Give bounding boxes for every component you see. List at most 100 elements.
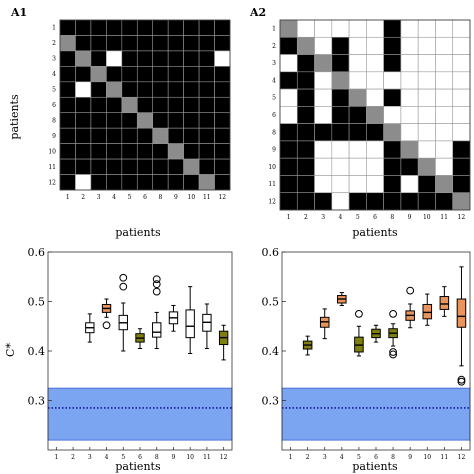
heatmap-a2-cell-3-1: [279, 54, 298, 73]
heatmap-a1-ytick-4: 4: [52, 71, 56, 78]
heatmap-a1-ylabel: patients: [8, 94, 21, 140]
heatmap-a2-cell-1-12: [452, 19, 471, 38]
heatmap-a2-cell-12-11: [435, 192, 454, 211]
heatmap-a2-ytick-5: 5: [272, 95, 276, 102]
heatmap-a1-cell-3-8: [152, 50, 169, 67]
heatmap-a2-cell-9-11: [435, 140, 454, 159]
heatmap-a1-cell-9-3: [90, 127, 107, 144]
heatmap-a2-cell-5-10: [417, 88, 436, 107]
boxplot-right-box-12-iqr: [456, 298, 467, 328]
boxplot-right-box-2: [302, 335, 313, 356]
heatmap-a1-cell-3-11: [198, 50, 215, 67]
heatmap-a2-xtick-1: 1: [287, 214, 291, 221]
heatmap-a1-cell-4-9: [167, 66, 184, 83]
heatmap-a2-cell-9-2: [296, 140, 315, 159]
boxplot-left-box-8-iqr: [152, 322, 162, 338]
heatmap-a1-cell-3-10: [183, 50, 200, 67]
heatmap-a2-cell-11-4: [331, 175, 350, 194]
heatmap-a2-xtick-10: 10: [423, 214, 431, 221]
heatmap-a2-cell-1-8: [383, 19, 402, 38]
heatmap-a1-cell-4-8: [152, 66, 169, 83]
boxplot-left-box-4-outlier-0: [102, 321, 111, 330]
heatmap-a2-cell-10-2: [296, 157, 315, 176]
heatmap-a2-cell-10-12: [452, 157, 471, 176]
heatmap-a1-cell-12-4: [106, 174, 123, 191]
heatmap-a2-frame: [279, 19, 471, 211]
heatmap-a1-cell-4-3: [90, 66, 107, 83]
heatmap-a1-cell-2-5: [121, 35, 138, 52]
heatmap-a2-cell-3-5: [348, 54, 367, 73]
heatmap-a2-cell-4-3: [314, 71, 333, 90]
heatmap-a2-cell-12-3: [314, 192, 333, 211]
boxplot-left-xtick-4: 4: [105, 454, 109, 461]
heatmap-a1-cell-9-12: [214, 127, 231, 144]
heatmap-a1-ytick-9: 9: [52, 133, 56, 140]
heatmap-a1-cell-10-12: [214, 143, 231, 160]
boxplot-right-box-8: [388, 309, 398, 359]
heatmap-a2-cell-6-2: [296, 106, 315, 124]
heatmap-a1-cell-3-9: [167, 50, 184, 67]
heatmap-a2-cell-12-8: [383, 192, 402, 211]
heatmap-a2-cell-11-9: [400, 175, 419, 194]
boxplot-right-box-12: [456, 266, 467, 386]
boxplot-left-ytick-0.5: 0.5: [28, 296, 46, 309]
heatmap-a2-cell-6-10: [417, 106, 436, 124]
heatmap-a1-cell-4-12: [214, 66, 231, 83]
heatmap-a2-cell-10-5: [348, 157, 367, 176]
heatmap-a2-cell-5-4: [331, 88, 350, 107]
heatmap-a1-cell-8-5: [121, 112, 138, 129]
heatmap-a2-cell-6-12: [452, 106, 471, 124]
heatmap-a1-cell-5-4: [106, 81, 123, 98]
heatmap-a2-cell-6-6: [366, 106, 384, 124]
heatmap-a1-cell-6-1: [59, 96, 76, 114]
heatmap-a2-cell-4-6: [366, 71, 384, 90]
boxplot-left-box-12: [218, 324, 229, 361]
heatmap-a1-xtick-11: 11: [203, 194, 211, 201]
heatmap-a1-cell-10-6: [136, 143, 154, 160]
heatmap-a2-cell-2-9: [400, 36, 419, 55]
heatmap-a1-cell-1-6: [136, 19, 154, 36]
heatmap-a1-cell-10-5: [121, 143, 138, 160]
heatmap-a1-cell-8-3: [90, 112, 107, 129]
heatmap-a1-cell-6-10: [183, 96, 200, 114]
boxplot-left-box-5-outlier-1: [119, 273, 128, 282]
heatmap-a1-cell-4-6: [136, 66, 154, 83]
heatmap-a1-cell-5-1: [59, 81, 76, 98]
heatmap-a2-cell-11-12: [452, 175, 471, 194]
boxplot-right-xtick-12: 12: [458, 454, 466, 461]
heatmap-a2-ytick-8: 8: [272, 129, 276, 136]
heatmap-a1-ytick-3: 3: [52, 56, 56, 63]
heatmap-a1-cell-6-3: [90, 96, 107, 114]
heatmap-a2-cell-11-10: [417, 175, 436, 194]
heatmap-a2-xtick-12: 12: [458, 214, 466, 221]
heatmap-a1-cell-3-4: [106, 50, 123, 67]
heatmap-a2-cell-12-6: [366, 192, 384, 211]
heatmap-a1-xtick-1: 1: [66, 194, 70, 201]
heatmap-a1-ytick-5: 5: [52, 87, 56, 94]
boxplot-right-box-3: [319, 308, 330, 340]
heatmap-a1-cell-4-1: [59, 66, 76, 83]
heatmap-a2-cell-10-8: [383, 157, 402, 176]
heatmap-a2-xtick-4: 4: [339, 214, 343, 221]
heatmap-a1-xlabel: patients: [115, 226, 161, 239]
boxplot-left-box-8: [152, 275, 162, 350]
boxplot-right-baseline-band: [281, 387, 471, 441]
heatmap-a1-cell-1-11: [198, 19, 215, 36]
heatmap-a1-xtick-4: 4: [112, 194, 116, 201]
heatmap-a2-cell-9-12: [452, 140, 471, 159]
heatmap-a1-cell-3-12: [214, 50, 231, 67]
heatmap-a1-cell-6-12: [214, 96, 231, 114]
heatmap-a1-cell-9-9: [167, 127, 184, 144]
heatmap-a2-cell-2-11: [435, 36, 454, 55]
heatmap-a2-cell-6-3: [314, 106, 333, 124]
heatmap-a2-ytick-11: 11: [268, 181, 276, 188]
heatmap-a1-cell-10-11: [198, 143, 215, 160]
heatmap-a1-cell-6-8: [152, 96, 169, 114]
heatmap-a2-cell-2-12: [452, 36, 471, 55]
heatmap-a2-xlabel: patients: [352, 226, 398, 239]
heatmap-a1-cell-6-2: [75, 96, 92, 114]
heatmap-a1-cell-1-2: [75, 19, 92, 36]
heatmap-a2-cell-4-5: [348, 71, 367, 90]
boxplot-right-box-11-iqr: [439, 296, 450, 310]
heatmap-a2-cell-11-2: [296, 175, 315, 194]
